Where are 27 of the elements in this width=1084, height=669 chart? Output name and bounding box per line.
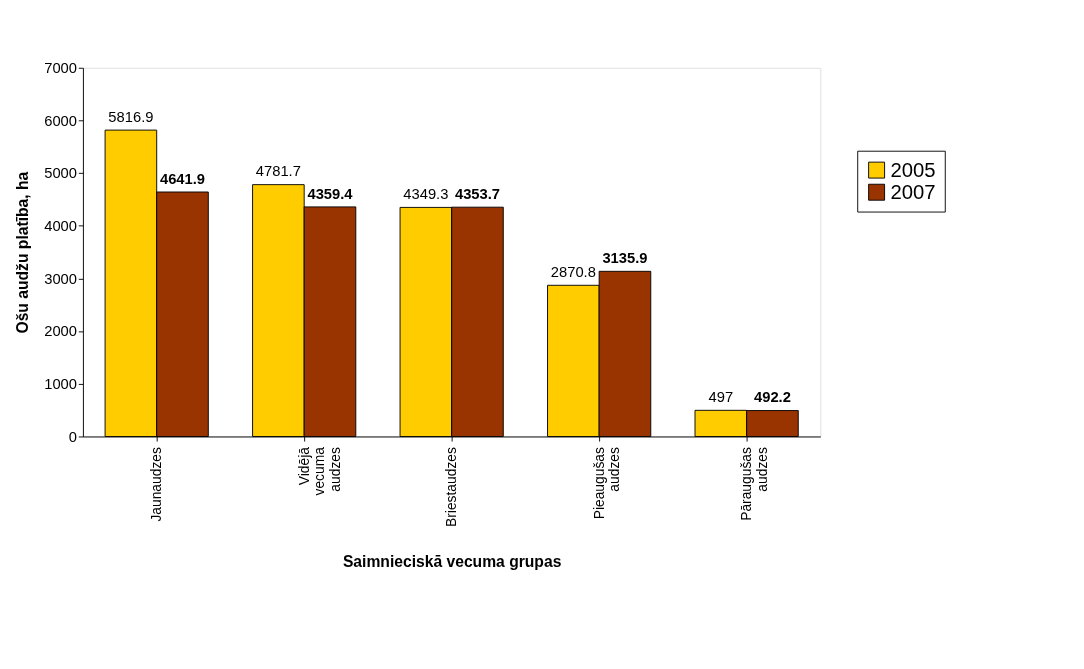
y-tick-label: 6000 xyxy=(44,112,77,129)
x-tick-label: Pāraugušas audzes xyxy=(738,447,770,521)
data-label: 4641.9 xyxy=(159,170,206,187)
data-label: 492.2 xyxy=(754,389,791,406)
x-tick-label: Pieaugušas audzes xyxy=(590,447,623,520)
y-tick-label: 7000 xyxy=(44,59,77,76)
y-tick-label: 3000 xyxy=(44,270,77,287)
data-label: 497 xyxy=(708,389,734,406)
x-axis-title: Saimnieciskā vecuma grupas xyxy=(342,552,562,570)
data-label: 3135.9 xyxy=(602,250,648,267)
legend-label: 2005 xyxy=(890,158,936,181)
y-tick-label: 2000 xyxy=(44,323,77,340)
y-tick-label: 4000 xyxy=(44,217,77,234)
x-tick-label: Jaunaudzes xyxy=(148,447,165,522)
y-tick-label: 5000 xyxy=(44,165,77,182)
y-axis-title: Ošu audžu platība, ha xyxy=(13,171,31,334)
data-label: 4359.4 xyxy=(307,185,354,202)
data-label: 2870.8 xyxy=(550,263,596,280)
x-tick-label: Briestaudzes xyxy=(443,447,460,527)
x-tick-label: Vidējā vecuma audzes xyxy=(295,446,344,496)
data-label: 4353.7 xyxy=(454,185,501,202)
y-tick-label: 0 xyxy=(68,428,77,445)
data-label: 5816.9 xyxy=(108,108,154,125)
legend-label: 2007 xyxy=(890,180,936,203)
y-tick-label: 1000 xyxy=(44,375,77,392)
data-label: 4781.7 xyxy=(255,163,301,180)
data-label: 4349.3 xyxy=(403,186,449,203)
